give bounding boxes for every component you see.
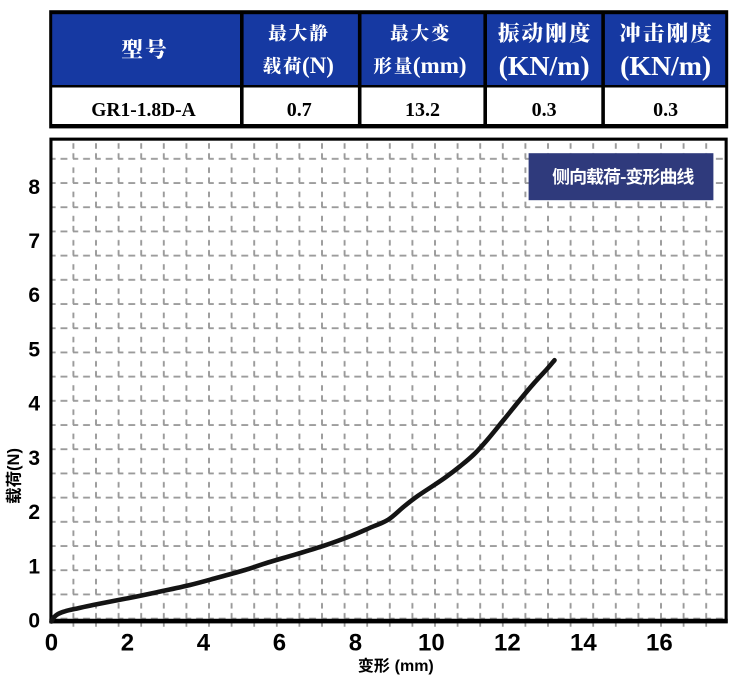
svg-text:6: 6: [273, 630, 286, 657]
svg-text:(N): (N): [302, 53, 334, 78]
svg-text:4: 4: [28, 393, 40, 416]
svg-text:3: 3: [28, 447, 40, 470]
svg-text:(KN/m): (KN/m): [620, 51, 711, 82]
svg-text:0.3: 0.3: [532, 99, 557, 121]
svg-text:6: 6: [28, 284, 40, 307]
svg-text:0.7: 0.7: [287, 99, 312, 121]
svg-text:(mm): (mm): [395, 658, 434, 675]
svg-text:0: 0: [28, 610, 40, 633]
svg-text:1: 1: [28, 555, 40, 578]
svg-text:2: 2: [28, 501, 40, 524]
svg-text:0: 0: [45, 630, 58, 657]
svg-text:(N): (N): [5, 448, 23, 471]
svg-text:4: 4: [197, 630, 211, 657]
svg-text:13.2: 13.2: [405, 99, 440, 121]
svg-text:GR1-1.8D-A: GR1-1.8D-A: [91, 100, 196, 121]
svg-text:0.3: 0.3: [653, 99, 678, 121]
svg-text:14: 14: [570, 630, 597, 657]
svg-text:7: 7: [28, 230, 40, 253]
svg-text:(KN/m): (KN/m): [499, 51, 590, 82]
svg-text:8: 8: [28, 176, 40, 199]
svg-text:5: 5: [28, 339, 40, 362]
svg-text:12: 12: [494, 630, 521, 657]
svg-text:8: 8: [349, 630, 362, 657]
svg-text:(mm): (mm): [413, 53, 467, 78]
svg-text:16: 16: [646, 630, 673, 657]
svg-text:2: 2: [121, 630, 134, 657]
svg-text:10: 10: [418, 630, 445, 657]
